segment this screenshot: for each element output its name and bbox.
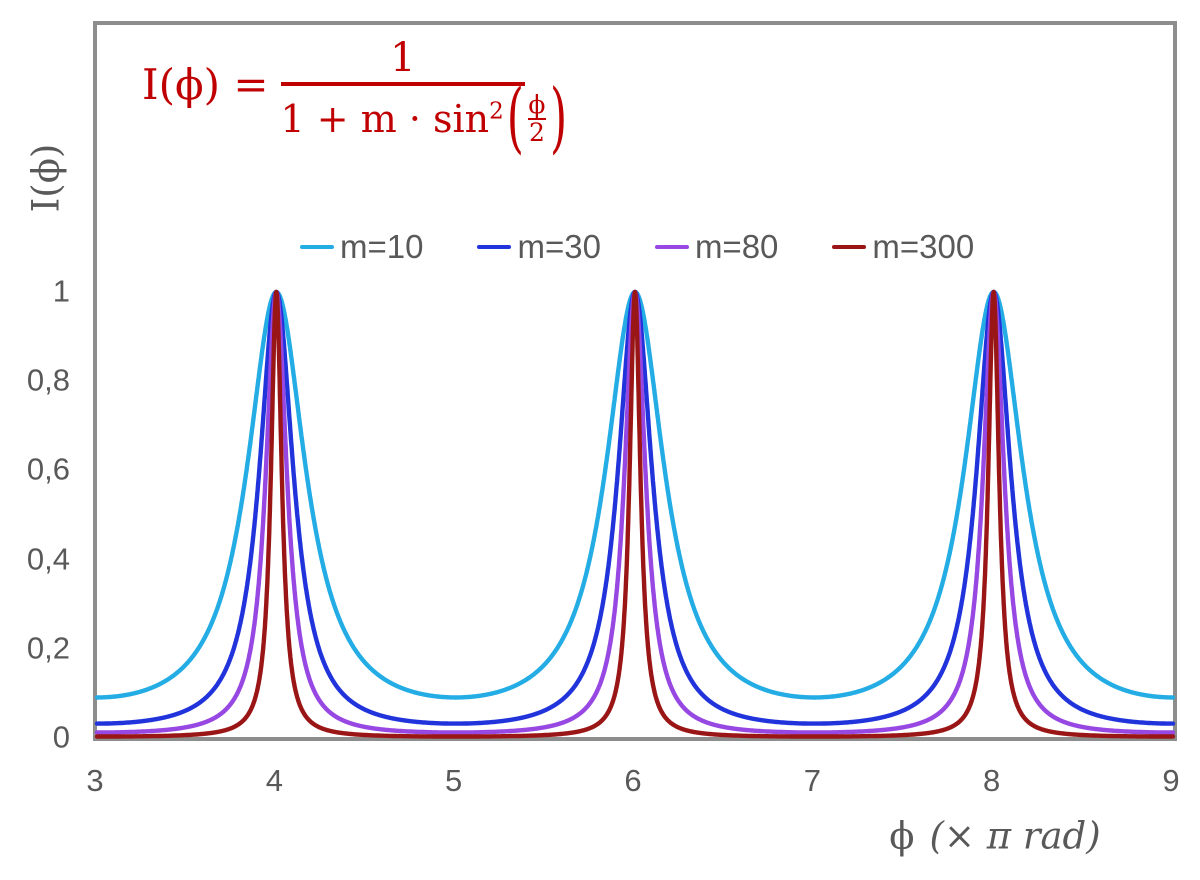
legend: m=10 m=30 m=80 m=300 — [300, 227, 974, 267]
x-ticks: 3 4 5 6 7 8 9 — [0, 763, 1200, 805]
curve-m=300 — [94, 289, 1176, 739]
big-paren-open: ( — [506, 73, 524, 163]
formula-exponent: 2 — [489, 97, 504, 124]
x-tick-label-5: 5 — [445, 763, 463, 798]
inner-numerator: ϕ — [528, 89, 546, 119]
x-tick-label-7: 7 — [803, 763, 821, 798]
legend-swatch-2 — [654, 244, 689, 250]
formula-fraction: 1 1 + m · sin2 ( ϕ 2 ) — [280, 34, 571, 158]
formula-lhs: I(ϕ) = — [142, 60, 269, 109]
legend-item-m300: m=300 — [832, 227, 974, 267]
legend-swatch-1 — [477, 244, 512, 250]
formula-annotation: I(ϕ) = 1 1 + m · sin2 ( ϕ 2 ) — [142, 34, 571, 158]
curve-m=80 — [94, 289, 1176, 735]
x-axis-title: ϕ (× π rad) — [889, 815, 1100, 858]
x-axis-title-units: (× π rad) — [929, 814, 1101, 858]
y-tick-label-0,8: 0,8 — [26, 362, 70, 398]
legend-label: m=80 — [694, 228, 779, 265]
formula-den-base: 1 + m · sin — [280, 96, 490, 141]
legend-item-m10: m=10 — [300, 227, 423, 267]
curves-svg — [94, 289, 1176, 739]
y-tick-label-0,6: 0,6 — [26, 451, 70, 487]
plot-area: m=10 m=30 m=80 m=300 — [93, 21, 1177, 741]
curve-m=30 — [94, 289, 1176, 726]
big-paren-close: ) — [549, 73, 568, 163]
y-tick-label-0,2: 0,2 — [26, 630, 70, 666]
legend-label: m=10 — [340, 228, 424, 265]
y-tick-label-0: 0 — [52, 719, 70, 755]
legend-swatch-3 — [832, 244, 867, 250]
y-tick-label-1: 1 — [52, 273, 70, 309]
formula-fraction-bar — [280, 82, 526, 86]
legend-item-m80: m=80 — [654, 227, 779, 267]
inner-fraction-bar — [527, 117, 546, 120]
x-tick-label-3: 3 — [86, 763, 104, 798]
x-tick-label-4: 4 — [265, 763, 283, 798]
legend-item-m30: m=30 — [477, 227, 601, 267]
formula-inner-fraction: ϕ 2 — [527, 89, 546, 147]
x-axis-title-phi: ϕ — [889, 814, 915, 858]
x-tick-label-6: 6 — [624, 763, 642, 798]
formula-numerator: 1 — [390, 35, 416, 81]
legend-label: m=300 — [872, 228, 975, 265]
y-ticks: 0 0,2 0,4 0,6 0,8 1 — [0, 0, 70, 880]
inner-denominator: 2 — [528, 117, 545, 147]
legend-swatch-0 — [300, 244, 334, 250]
x-tick-label-9: 9 — [1162, 763, 1180, 798]
y-tick-label-0,4: 0,4 — [26, 540, 70, 576]
legend-label: m=30 — [517, 228, 601, 265]
x-tick-label-8: 8 — [983, 763, 1001, 798]
formula-denominator: 1 + m · sin2 ( ϕ 2 ) — [280, 77, 571, 158]
